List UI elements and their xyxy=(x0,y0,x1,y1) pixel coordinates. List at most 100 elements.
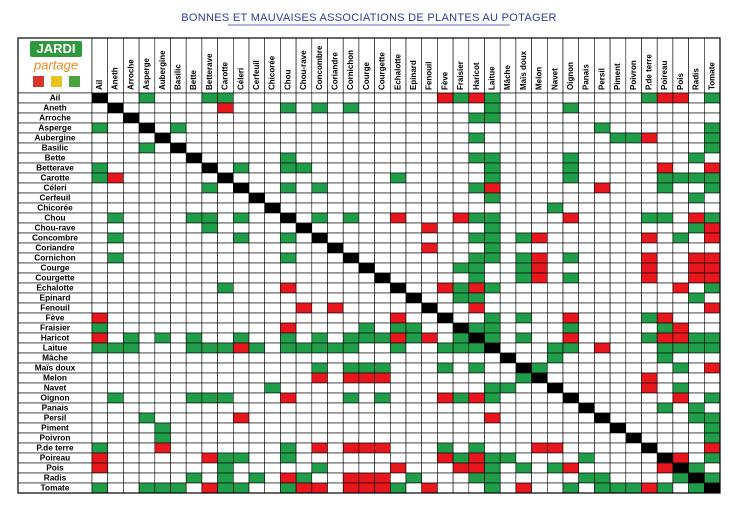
association-cell xyxy=(703,292,721,304)
association-cell xyxy=(185,422,203,434)
association-cell xyxy=(154,292,171,304)
association-cell xyxy=(672,182,689,194)
association-cell xyxy=(185,222,203,234)
association-cell xyxy=(452,122,470,134)
association-cell xyxy=(154,402,171,414)
association-cell xyxy=(484,322,501,334)
column-header: Concombre xyxy=(315,45,324,90)
column-header: Cornichon xyxy=(346,50,355,90)
association-cell xyxy=(499,102,517,114)
association-cell xyxy=(703,242,721,254)
association-cell xyxy=(295,382,313,394)
association-cell xyxy=(625,422,642,434)
association-cell xyxy=(107,402,124,414)
association-cell xyxy=(389,302,407,314)
association-cell xyxy=(248,292,265,304)
row-label: Radis xyxy=(44,473,67,483)
association-cell xyxy=(468,422,485,434)
association-cell xyxy=(295,222,313,234)
association-cell xyxy=(374,322,391,334)
association-cell xyxy=(154,342,171,354)
association-cell xyxy=(437,122,454,134)
association-cell xyxy=(123,412,140,424)
association-cell xyxy=(201,352,218,364)
association-cell xyxy=(248,302,265,314)
association-cell xyxy=(185,272,203,284)
association-cell xyxy=(625,272,642,284)
association-cell xyxy=(295,332,313,344)
association-cell xyxy=(703,152,721,164)
association-cell xyxy=(327,292,344,304)
association-cell xyxy=(452,392,470,404)
association-cell xyxy=(374,292,391,304)
association-cell xyxy=(233,292,250,304)
association-cell xyxy=(421,292,438,304)
association-cell xyxy=(217,232,234,244)
association-cell xyxy=(703,282,721,294)
association-cell xyxy=(233,302,250,314)
association-cell xyxy=(578,162,595,174)
association-cell xyxy=(499,222,517,234)
association-cell xyxy=(201,122,218,134)
association-cell xyxy=(91,152,108,164)
association-cell xyxy=(641,212,658,224)
association-cell xyxy=(499,132,517,144)
association-cell xyxy=(437,162,454,174)
association-cell xyxy=(201,342,218,354)
association-cell xyxy=(138,242,156,254)
association-cell xyxy=(217,242,234,254)
association-cell xyxy=(703,352,721,364)
association-cell xyxy=(594,372,611,384)
association-cell xyxy=(389,312,407,324)
association-cell xyxy=(154,392,171,404)
association-cell xyxy=(264,292,281,304)
association-cell xyxy=(405,332,422,344)
association-cell xyxy=(107,102,124,114)
row-label: Poivron xyxy=(40,433,71,443)
association-cell xyxy=(609,222,627,234)
association-cell xyxy=(484,252,501,264)
association-cell xyxy=(703,122,721,134)
association-cell xyxy=(264,142,281,154)
association-cell xyxy=(546,242,564,254)
row-label: Echalotte xyxy=(36,283,74,293)
association-cell xyxy=(295,102,313,114)
association-cell xyxy=(201,422,218,434)
association-cell xyxy=(170,222,187,234)
association-cell xyxy=(138,152,156,164)
association-cell xyxy=(578,222,595,234)
association-cell xyxy=(295,482,313,494)
association-cell xyxy=(578,92,595,104)
association-cell xyxy=(311,292,328,304)
association-cell xyxy=(421,152,438,164)
association-cell xyxy=(546,372,564,384)
association-cell xyxy=(201,482,218,494)
association-cell xyxy=(327,232,344,244)
association-cell xyxy=(233,192,250,204)
association-cell xyxy=(515,322,532,334)
column-header: Maïs doux xyxy=(519,50,528,90)
association-cell xyxy=(468,302,485,314)
association-cell xyxy=(672,312,689,324)
association-cell xyxy=(468,382,485,394)
association-cell xyxy=(233,142,250,154)
association-cell xyxy=(437,362,454,374)
association-cell xyxy=(562,472,579,484)
association-cell xyxy=(233,322,250,334)
association-cell xyxy=(641,432,658,444)
association-cell xyxy=(405,122,422,134)
association-cell xyxy=(311,352,328,364)
association-cell xyxy=(264,262,281,274)
association-cell xyxy=(641,272,658,284)
association-cell xyxy=(358,202,375,214)
association-cell xyxy=(656,212,674,224)
association-cell xyxy=(170,142,187,154)
association-cell xyxy=(468,322,485,334)
association-cell xyxy=(248,252,265,264)
association-cell xyxy=(138,222,156,234)
association-cell xyxy=(468,442,485,454)
association-cell xyxy=(672,252,689,264)
association-cell xyxy=(421,362,438,374)
association-cell xyxy=(170,112,187,124)
association-cell xyxy=(609,212,627,224)
